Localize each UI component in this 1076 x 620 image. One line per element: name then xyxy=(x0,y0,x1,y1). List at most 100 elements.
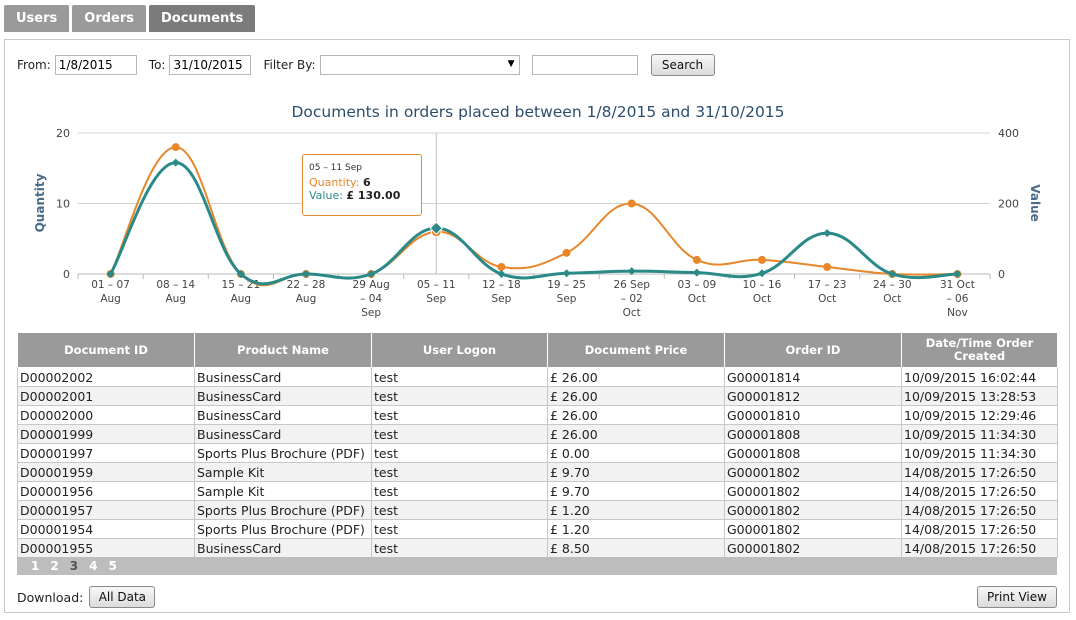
download-bar: Download: All Data xyxy=(17,586,156,608)
cell-user-logon: test xyxy=(371,538,548,558)
y-axis-title: Quantity xyxy=(33,173,47,232)
table-row[interactable]: D00001956 Sample Kit test £ 9.70 G00001802 14… xyxy=(17,481,1058,501)
search-button[interactable]: Search xyxy=(650,54,715,76)
cell-date-created: 10/09/2015 11:34:30 xyxy=(901,424,1058,444)
data-point xyxy=(758,269,766,278)
page-link-2[interactable]: 2 xyxy=(50,559,59,573)
x-tick-label: 01 – 07 Aug xyxy=(91,279,130,305)
data-point xyxy=(106,270,115,278)
cell-document-price: £ 1.20 xyxy=(547,500,725,520)
cell-order-id: G00001810 xyxy=(724,405,902,425)
col-order-id[interactable]: Order ID xyxy=(724,332,902,368)
cell-document-price: £ 1.20 xyxy=(547,519,725,539)
data-point xyxy=(302,270,310,278)
table-row[interactable]: D00001999 BusinessCard test £ 26.00 G0000180… xyxy=(17,424,1058,444)
tooltip-title: 05 – 11 Sep xyxy=(309,163,362,173)
data-point xyxy=(692,268,701,277)
x-tick-label: 22 – 28 Aug xyxy=(287,279,326,305)
col-user-logon[interactable]: User Logon xyxy=(371,332,548,368)
to-date-input[interactable] xyxy=(169,55,252,75)
cell-document-id: D00001955 xyxy=(17,538,195,558)
cell-user-logon: test xyxy=(371,424,548,444)
cell-document-price: £ 26.00 xyxy=(547,367,725,387)
table-row[interactable]: D00002002 BusinessCard test £ 26.00 G0000181… xyxy=(17,367,1058,387)
y-tick-label: 10 xyxy=(56,198,70,211)
table-row[interactable]: D00001954 Sports Plus Brochure (PDF) test £… xyxy=(17,519,1058,539)
filter-by-select[interactable]: ▼ xyxy=(319,55,520,75)
table-row[interactable]: D00001997 Sports Plus Brochure (PDF) test £… xyxy=(17,443,1058,463)
cell-document-price: £ 26.00 xyxy=(547,386,725,406)
cell-user-logon: test xyxy=(371,386,548,406)
col-date-created[interactable]: Date/Time Order Created xyxy=(901,332,1058,368)
cell-document-id: D00002001 xyxy=(17,386,195,406)
cell-order-id: G00001808 xyxy=(724,424,902,444)
cell-product-name: BusinessCard xyxy=(194,405,372,425)
table-row[interactable]: D00001955 BusinessCard test £ 8.50 G00001802… xyxy=(17,538,1058,558)
tab-orders[interactable]: Orders xyxy=(72,5,146,32)
data-point xyxy=(888,270,897,278)
table-header-row: Document ID Product Name User Logon Docu… xyxy=(17,332,1058,368)
cell-user-logon: test xyxy=(371,367,548,387)
cell-order-id: G00001808 xyxy=(724,443,902,463)
all-data-button[interactable]: All Data xyxy=(89,586,156,608)
to-label: To: xyxy=(148,58,166,72)
table-row[interactable]: D00002001 BusinessCard test £ 26.00 G0000181… xyxy=(17,386,1058,406)
tab-users[interactable]: Users xyxy=(4,5,70,32)
series-line-quantity xyxy=(109,146,958,287)
y-tick-label: 0 xyxy=(63,268,70,281)
col-product-name[interactable]: Product Name xyxy=(194,332,372,368)
cell-product-name: BusinessCard xyxy=(194,386,372,406)
cell-document-id: D00001956 xyxy=(17,481,195,501)
documents-chart: Documents in orders placed between 1/8/2… xyxy=(0,95,1076,325)
y2-axis-title: Value xyxy=(1028,184,1042,222)
tab-documents[interactable]: Documents xyxy=(149,5,256,32)
x-tick-label: 05 – 11 Sep xyxy=(417,279,456,305)
cell-product-name: BusinessCard xyxy=(194,538,372,558)
cell-document-price: £ 26.00 xyxy=(547,405,725,425)
x-tick-label: 24 – 30 Oct xyxy=(873,279,912,305)
documents-table: Document ID Product Name User Logon Docu… xyxy=(17,332,1058,558)
cell-order-id: G00001812 xyxy=(724,386,902,406)
cell-product-name: BusinessCard xyxy=(194,367,372,387)
chart-svg: Documents in orders placed between 1/8/2… xyxy=(33,103,1042,319)
data-point xyxy=(429,221,443,235)
x-tick-label: 17 – 23 Oct xyxy=(808,279,847,305)
data-point xyxy=(171,158,180,167)
filter-bar: From: To: Filter By: ▼ Search xyxy=(17,54,715,76)
table-row[interactable]: D00001959 Sample Kit test £ 9.70 G00001802 14… xyxy=(17,462,1058,482)
page-link-3-current[interactable]: 3 xyxy=(69,559,79,573)
data-point xyxy=(497,262,506,271)
data-point xyxy=(562,269,571,278)
data-point xyxy=(367,270,376,278)
search-input[interactable] xyxy=(531,55,638,75)
cell-product-name: Sports Plus Brochure (PDF) xyxy=(194,519,372,539)
data-point xyxy=(758,255,766,264)
cell-order-id: G00001802 xyxy=(724,481,902,501)
cell-user-logon: test xyxy=(371,519,548,539)
cell-document-id: D00001959 xyxy=(17,462,195,482)
x-tick-label: 08 – 14 Aug xyxy=(156,279,195,305)
table-row[interactable]: D00001957 Sports Plus Brochure (PDF) test £… xyxy=(17,500,1058,520)
cell-document-id: D00002000 xyxy=(17,405,195,425)
page-link-5[interactable]: 5 xyxy=(108,559,117,573)
cell-date-created: 14/08/2015 17:26:50 xyxy=(901,462,1058,482)
page-link-1[interactable]: 1 xyxy=(31,559,40,573)
data-point xyxy=(171,143,180,152)
cell-date-created: 14/08/2015 17:26:50 xyxy=(901,519,1058,539)
cell-document-price: £ 9.70 xyxy=(547,462,725,482)
col-document-id[interactable]: Document ID xyxy=(17,332,195,368)
table-row[interactable]: D00002000 BusinessCard test £ 26.00 G0000181… xyxy=(17,405,1058,425)
print-view-button[interactable]: Print View xyxy=(977,586,1057,608)
col-document-price[interactable]: Document Price xyxy=(547,332,725,368)
x-tick-label: 12 – 18 Sep xyxy=(482,279,521,305)
x-tick-label: 26 Sep – 02 Oct xyxy=(613,279,650,319)
tab-bar: Users Orders Documents xyxy=(4,5,256,32)
from-date-input[interactable] xyxy=(54,55,137,75)
from-label: From: xyxy=(17,58,51,72)
cell-product-name: Sports Plus Brochure (PDF) xyxy=(194,500,372,520)
page-link-4[interactable]: 4 xyxy=(89,559,98,573)
cell-product-name: Sports Plus Brochure (PDF) xyxy=(194,443,372,463)
chart-tooltip: 05 – 11 Sep Quantity: 6 Value: £ 130.00 xyxy=(302,154,422,216)
data-point xyxy=(823,229,832,238)
cell-user-logon: test xyxy=(371,462,548,482)
